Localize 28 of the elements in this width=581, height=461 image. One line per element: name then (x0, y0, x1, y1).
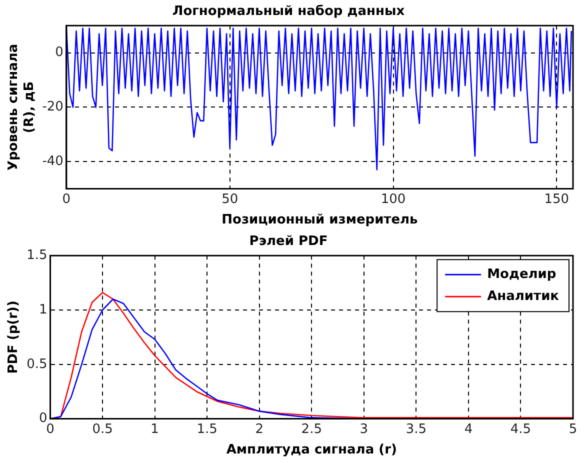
x-tick-label: 1 (150, 422, 159, 437)
x-tick-label: 3.5 (406, 422, 427, 437)
x-axis-title: Амплитуда сигнала (r) (226, 442, 397, 458)
x-tick-label: 150 (544, 192, 570, 207)
legend-label: Моделир (487, 266, 556, 282)
chart-title: Рэлей PDF (249, 234, 328, 250)
x-tick-label: 4 (464, 422, 473, 437)
y-tick-label: -20 (42, 100, 64, 115)
y-tick-label: 0.5 (26, 356, 48, 372)
y-tick-label: 0 (55, 45, 64, 60)
x-tick-label: 1.5 (196, 422, 218, 437)
x-tick-label: 3 (360, 422, 368, 437)
x-tick-label: 2.5 (301, 422, 322, 437)
y-tick-label: 0 (38, 411, 48, 426)
x-tick-label: 0.5 (92, 422, 113, 437)
y-tick-label: 1 (38, 302, 48, 318)
y-tick-label: 1.5 (26, 248, 48, 263)
legend-label: Аналитик (487, 288, 560, 304)
x-tick-label: 2 (255, 422, 264, 437)
x-tick-label: 50 (222, 192, 238, 207)
x-tick-label: 100 (380, 192, 406, 207)
y-axis-title: Уровень сигнала (R), дБ (6, 44, 37, 171)
y-axis-title: PDF (p(r)) (6, 300, 22, 374)
x-axis-title: Позиционный измеритель (222, 212, 418, 228)
chart-title: Логнормальный набор данных (172, 4, 406, 20)
y-tick-label: -40 (42, 154, 64, 169)
x-tick-label: 4.5 (510, 422, 532, 437)
x-tick-label: 5 (568, 422, 578, 437)
